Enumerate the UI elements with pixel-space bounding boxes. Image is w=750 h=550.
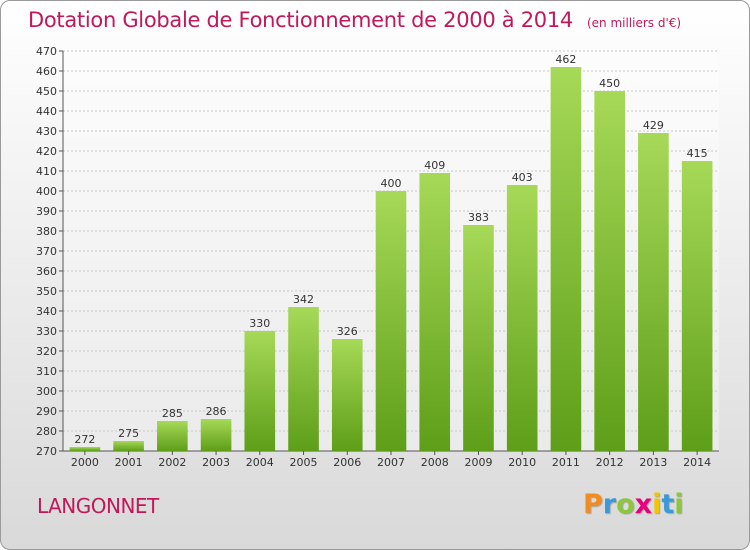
bar-value-label: 415: [687, 147, 708, 160]
x-tick-label: 2011: [552, 456, 580, 469]
bar: [506, 185, 538, 451]
y-tick-label: 470: [36, 45, 57, 58]
y-tick-label: 420: [36, 145, 57, 158]
logo-letter: t: [661, 489, 675, 520]
y-tick-label: 390: [36, 205, 57, 218]
bar: [244, 331, 276, 451]
bar-value-label: 285: [162, 407, 183, 420]
y-tick-label: 460: [36, 65, 57, 78]
x-tick-label: 2007: [377, 456, 405, 469]
city-name: LANGONNET: [37, 494, 159, 518]
x-tick-label: 2004: [246, 456, 274, 469]
bar: [550, 67, 582, 451]
bar: [69, 447, 101, 451]
x-tick-label: 2009: [464, 456, 492, 469]
x-tick-label: 2005: [290, 456, 318, 469]
bar-value-label: 429: [643, 119, 664, 132]
chart-unit-label: (en milliers d'€): [586, 16, 682, 30]
bar-value-label: 400: [381, 177, 402, 190]
bar: [681, 161, 713, 451]
bar: [638, 133, 669, 451]
bar: [113, 441, 144, 451]
chart-title: Dotation Globale de Fonctionnement de 20…: [28, 8, 681, 32]
y-tick-label: 280: [36, 425, 57, 438]
x-tick-label: 2014: [683, 456, 711, 469]
logo-letter: r: [602, 489, 617, 520]
logo-letter: P: [583, 489, 603, 520]
y-tick-label: 450: [36, 85, 57, 98]
bar: [331, 339, 363, 451]
x-tick-label: 2001: [115, 456, 143, 469]
y-tick-label: 370: [36, 245, 57, 258]
y-tick-label: 310: [36, 365, 57, 378]
y-tick-label: 380: [36, 225, 57, 238]
bar-value-label: 403: [512, 171, 533, 184]
bar-value-label: 462: [555, 53, 576, 66]
y-tick-label: 320: [36, 345, 57, 358]
logo-letter: x: [634, 489, 653, 520]
y-tick-label: 360: [36, 265, 57, 278]
bar: [419, 173, 451, 451]
y-tick-label: 400: [36, 185, 57, 198]
x-tick-label: 2008: [421, 456, 449, 469]
x-tick-label: 2013: [639, 456, 667, 469]
y-tick-label: 430: [36, 125, 57, 138]
bar-value-label: 272: [74, 433, 95, 446]
y-tick-label: 410: [36, 165, 57, 178]
bar-value-label: 330: [249, 317, 270, 330]
x-tick-label: 2003: [202, 456, 230, 469]
bar: [200, 419, 232, 451]
x-tick-label: 2000: [71, 456, 99, 469]
y-tick-label: 350: [36, 285, 57, 298]
x-tick-label: 2002: [158, 456, 186, 469]
bar: [288, 307, 319, 451]
x-tick-label: 2010: [508, 456, 536, 469]
logo-letter: o: [616, 489, 635, 520]
bar: [157, 421, 188, 451]
bar-value-label: 275: [118, 427, 139, 440]
bar-value-label: 383: [468, 211, 489, 224]
x-tick-label: 2006: [333, 456, 361, 469]
proxiti-logo: Proxiti: [583, 489, 684, 520]
bar-value-label: 409: [424, 159, 445, 172]
y-tick-label: 330: [36, 325, 57, 338]
logo-letter: i: [674, 489, 684, 520]
x-tick-label: 2012: [596, 456, 624, 469]
bar-value-label: 326: [337, 325, 358, 338]
bar: [375, 191, 407, 451]
bar: [594, 91, 625, 451]
y-tick-label: 340: [36, 305, 57, 318]
y-tick-label: 270: [36, 445, 57, 458]
y-tick-label: 300: [36, 385, 57, 398]
logo-letter: i: [652, 489, 662, 520]
bar-value-label: 450: [599, 77, 620, 90]
y-tick-label: 440: [36, 105, 57, 118]
chart-title-text: Dotation Globale de Fonctionnement de 20…: [28, 8, 573, 32]
bar-value-label: 286: [206, 405, 227, 418]
y-tick-label: 290: [36, 405, 57, 418]
bar-value-label: 342: [293, 293, 314, 306]
bar: [463, 225, 494, 451]
